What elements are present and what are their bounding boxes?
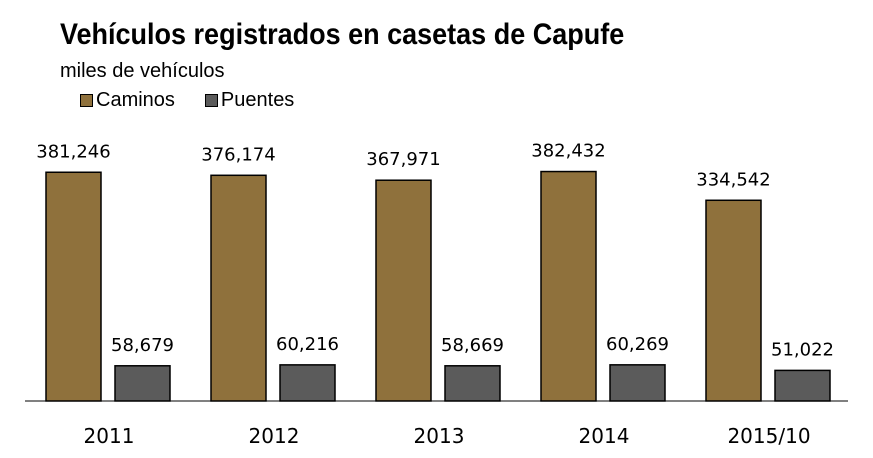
- bar-puentes-2: [444, 365, 501, 402]
- data-label-caminos-2: 367,971: [366, 149, 440, 170]
- bars-layer: [45, 170, 831, 402]
- bar-caminos-3: [540, 170, 597, 402]
- legend-item-puentes: Puentes: [204, 88, 295, 112]
- data-label-caminos-0: 381,246: [36, 141, 110, 162]
- data-label-caminos-3: 382,432: [531, 141, 605, 162]
- legend-swatch-caminos: [80, 93, 93, 107]
- bar-caminos-2: [375, 179, 432, 402]
- x-tick-label-1: 2012: [249, 424, 300, 448]
- data-label-puentes-4: 51,022: [771, 339, 834, 360]
- bar-puentes-1: [279, 364, 336, 402]
- data-label-puentes-2: 58,669: [441, 335, 504, 356]
- bar-caminos-0: [45, 171, 102, 402]
- legend-label-caminos: Caminos: [96, 88, 175, 111]
- legend-label-puentes: Puentes: [220, 88, 295, 111]
- x-tick-label-4: 2015/10: [727, 424, 810, 448]
- bar-puentes-0: [114, 365, 171, 402]
- labels-layer: 381,246 58,679 2011 376,174 60,216 2012 367,97…: [36, 141, 834, 448]
- chart-title: Vehículos registrados en casetas de Capu…: [60, 18, 625, 51]
- data-label-caminos-4: 334,542: [696, 169, 770, 190]
- legend: Caminos Puentes: [80, 88, 324, 112]
- x-tick-label-3: 2014: [579, 424, 630, 448]
- bar-caminos-4: [705, 199, 762, 402]
- legend-swatch-puentes: [204, 93, 218, 107]
- x-tick-label-0: 2011: [84, 424, 135, 448]
- legend-item-caminos: Caminos: [80, 89, 175, 112]
- data-label-puentes-3: 60,269: [606, 334, 669, 355]
- data-label-puentes-0: 58,679: [111, 335, 174, 356]
- bar-puentes-4: [774, 369, 831, 402]
- x-tick-label-2: 2013: [414, 424, 465, 448]
- bar-puentes-3: [609, 364, 666, 402]
- data-label-caminos-1: 376,174: [201, 144, 275, 165]
- chart-subtitle: miles de vehículos: [60, 60, 225, 82]
- bar-caminos-1: [210, 174, 267, 402]
- data-label-puentes-1: 60,216: [276, 334, 339, 355]
